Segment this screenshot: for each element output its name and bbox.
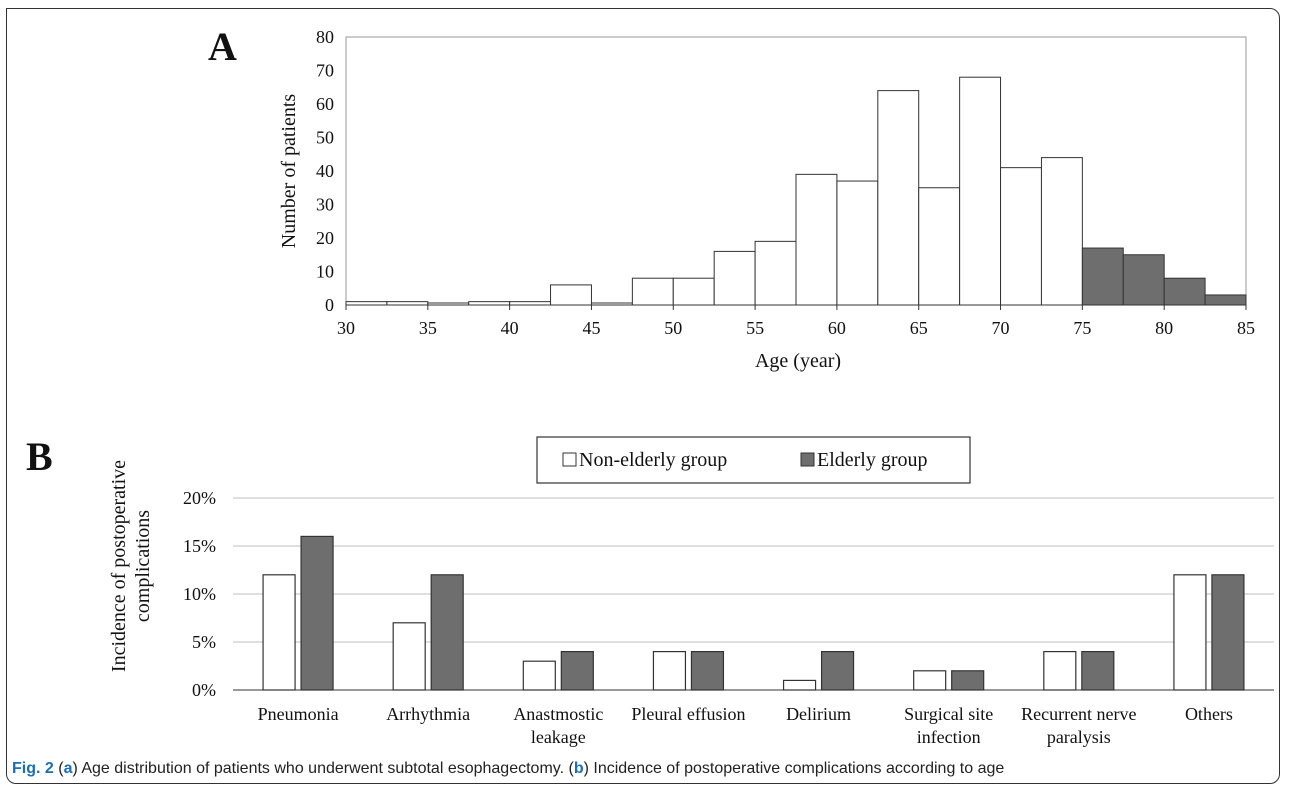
- x-tick-label-a: 50: [664, 318, 682, 338]
- histogram-bar-19: [1122, 254, 1165, 306]
- histogram-bar-8: [672, 277, 715, 306]
- y-tick-label-a: 0: [325, 295, 334, 315]
- complication-bar-elderly: [1211, 574, 1245, 691]
- complication-bar-non-elderly: [522, 660, 556, 691]
- y-tick-label-a: 10: [316, 262, 334, 282]
- category-label: Recurrent nerve: [1021, 704, 1136, 724]
- complication-bar-elderly: [820, 650, 855, 691]
- caption-panel-b: b: [573, 760, 584, 777]
- complication-bar-elderly: [300, 535, 334, 691]
- caption-part-2: ) Age distribution of patients who under…: [72, 760, 574, 777]
- histogram-bar-13: [877, 90, 920, 306]
- y-tick-label-a: 50: [316, 128, 334, 148]
- x-tick-label-a: 40: [501, 318, 519, 338]
- histogram-bar-10: [754, 240, 797, 306]
- histogram-bar-15: [959, 76, 1002, 306]
- legend-label-elderly: Elderly group: [817, 449, 928, 471]
- y-tick-label-b: 20%: [183, 488, 216, 508]
- y-tick-label-b: 10%: [183, 584, 216, 604]
- x-axis-title-a: Age (year): [755, 350, 841, 372]
- histogram-bar-20: [1163, 277, 1206, 306]
- complication-bar-elderly: [690, 650, 725, 691]
- y-tick-label-a: 30: [316, 195, 334, 215]
- x-tick-label-a: 80: [1155, 318, 1173, 338]
- y-axis-title-b-line-1: Incidence of postoperative: [108, 460, 130, 672]
- histogram-bar-16: [1000, 167, 1042, 306]
- histogram-bar-11: [795, 173, 838, 306]
- x-tick-label-a: 30: [337, 318, 355, 338]
- y-tick-label-a: 60: [316, 94, 334, 114]
- complication-bar-elderly: [560, 650, 594, 691]
- category-label: leakage: [531, 727, 586, 747]
- legend-label-non-elderly: Non-elderly group: [579, 449, 727, 471]
- y-tick-label-a: 20: [316, 228, 334, 248]
- complication-bar-non-elderly: [782, 679, 817, 691]
- histogram-bar-12: [836, 180, 879, 306]
- histogram-bar-9: [713, 250, 756, 306]
- x-tick-label-a: 75: [1073, 318, 1091, 338]
- caption-fig-label: Fig. 2: [12, 760, 54, 777]
- category-label: Pleural effusion: [631, 704, 745, 724]
- figure-caption: Fig. 2 (a) Age distribution of patients …: [12, 760, 1277, 778]
- complication-bar-elderly: [951, 670, 985, 691]
- legend-swatch-non-elderly: [562, 452, 577, 467]
- complication-bar-non-elderly: [652, 650, 687, 691]
- histogram-bar-3: [468, 301, 511, 306]
- category-label: Delirium: [786, 704, 851, 724]
- figure-frame: [6, 8, 1280, 784]
- complication-bar-non-elderly: [262, 574, 296, 691]
- histogram-bar-21: [1204, 294, 1247, 306]
- complication-bar-elderly: [1081, 650, 1115, 691]
- histogram-bar-0: [345, 301, 388, 306]
- complication-bar-non-elderly: [1173, 574, 1207, 691]
- x-tick-label-a: 55: [746, 318, 764, 338]
- y-tick-label-a: 80: [316, 27, 334, 47]
- category-label: Surgical site: [904, 704, 993, 724]
- y-tick-label-b: 0%: [192, 680, 216, 700]
- histogram-bar-17: [1040, 157, 1083, 306]
- histogram-bar-14: [918, 187, 961, 306]
- panel-b-label: B: [26, 434, 53, 479]
- complication-bar-elderly: [430, 574, 464, 691]
- legend-box: [536, 436, 971, 484]
- histogram-bar-4: [509, 301, 552, 306]
- y-tick-label-a: 70: [316, 61, 334, 81]
- caption-part-1: (: [53, 760, 64, 777]
- category-label: Anastmostic: [513, 704, 603, 724]
- histogram-bar-5: [550, 284, 592, 306]
- y-tick-label-a: 40: [316, 161, 334, 181]
- histogram-bar-1: [386, 301, 429, 306]
- y-axis-title-b-line-2: complications: [132, 510, 154, 622]
- y-tick-label-b: 5%: [192, 632, 216, 652]
- complication-bar-non-elderly: [913, 670, 947, 691]
- legend-swatch-elderly: [800, 452, 815, 467]
- x-tick-label-a: 60: [828, 318, 846, 338]
- category-label: paralysis: [1047, 727, 1111, 747]
- x-tick-label-a: 45: [582, 318, 600, 338]
- x-tick-label-a: 65: [910, 318, 928, 338]
- panel-a-label: A: [208, 24, 237, 69]
- y-axis-title-a: Number of patients: [278, 94, 300, 249]
- x-tick-label-a: 35: [419, 318, 437, 338]
- complication-bar-non-elderly: [1043, 650, 1077, 691]
- category-label: infection: [917, 727, 981, 747]
- histogram-bar-7: [631, 277, 674, 306]
- caption-panel-a: a: [63, 760, 73, 777]
- category-label: Arrhythmia: [386, 704, 470, 724]
- y-tick-label-b: 15%: [183, 536, 216, 556]
- x-tick-label-a: 70: [992, 318, 1010, 338]
- x-tick-label-a: 85: [1237, 318, 1255, 338]
- caption-part-3: ) Incidence of postoperative complicatio…: [583, 760, 1005, 777]
- complication-bar-non-elderly: [392, 622, 426, 691]
- histogram-bar-18: [1081, 247, 1124, 306]
- category-label: Others: [1185, 704, 1233, 724]
- category-label: Pneumonia: [258, 704, 339, 724]
